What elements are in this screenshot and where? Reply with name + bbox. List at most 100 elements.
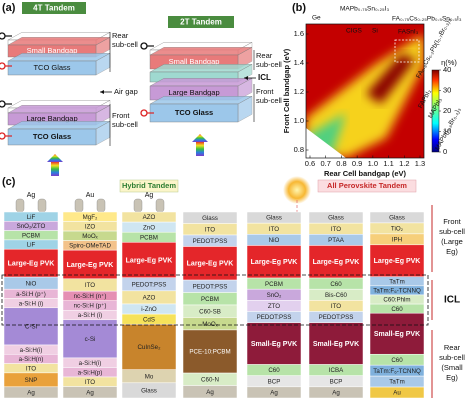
layer-label: Bis-C60 <box>325 292 348 299</box>
annotation: FA₀.₇₅Cs₀.₂₅Pb₀.₅Sn₀.₅I₃ <box>392 16 462 23</box>
layer-label: Au <box>393 390 401 397</box>
contact <box>0 62 6 70</box>
label: sub-cell <box>256 96 282 105</box>
layer-label: C60-SB <box>199 308 221 315</box>
layer-label: SNP <box>25 377 38 384</box>
annotation: CIGS <box>346 28 363 35</box>
icl-arrow-head <box>244 76 248 80</box>
annotation: Si <box>372 28 378 35</box>
x-tick-label: 0.6 <box>305 159 315 168</box>
colorbar-tick-label: 40 <box>443 65 451 74</box>
label: Air gap <box>114 87 138 96</box>
layer-label: a-Si:H(i) <box>79 360 102 367</box>
layer-label: BCP <box>330 378 343 385</box>
layer-label: TaTm <box>389 278 404 285</box>
layer-label: i-ZnO <box>141 306 157 313</box>
layer-label: ITO <box>205 226 215 233</box>
side-label: (Large <box>441 237 463 246</box>
colorbar-tick-label: 30 <box>443 85 451 94</box>
layer-label: Glass <box>141 388 157 395</box>
layer-label: C60:Phlm <box>383 297 410 304</box>
layer-label: PEDOT:PSS <box>193 238 228 245</box>
layer-label: MgF₂ <box>83 214 98 221</box>
label: sub-cell <box>256 60 282 69</box>
layer-label: PEDOT:PSS <box>319 314 354 321</box>
label: sub-cell <box>112 120 138 129</box>
layer-label: PCBM <box>140 234 158 241</box>
colorbar-tick-label: 10 <box>443 126 451 135</box>
layer-label: Large-Eg PVK <box>251 259 298 266</box>
layer-label: PEDOT:PSS <box>193 283 228 290</box>
layer <box>246 322 302 365</box>
layer-label: ITO <box>269 226 279 233</box>
sun <box>283 176 311 204</box>
layer-label: AZO <box>143 295 156 302</box>
layer-label: PCBM <box>201 296 219 303</box>
layer-label: ITO <box>331 226 341 233</box>
layer-label: PCE-10:PCBM <box>189 349 230 356</box>
label: Large Bandgap <box>168 88 219 97</box>
label: Front <box>256 87 274 96</box>
layer <box>3 248 59 278</box>
label: Small Bandgap <box>27 46 78 55</box>
layer-label: Ag <box>27 390 35 397</box>
layer-label: LiF <box>27 242 36 249</box>
panel-label: (b) <box>292 2 306 14</box>
label: Front <box>112 111 130 120</box>
layer-label: Glass <box>389 215 405 222</box>
layer-label: CuInSe₂ <box>137 344 161 351</box>
label: ICL <box>258 73 271 82</box>
title-bg <box>168 16 234 28</box>
layer-label: MoOₓ <box>202 321 218 328</box>
layer-label: Ag <box>86 389 94 396</box>
layer-label: ZTO <box>268 303 280 310</box>
layer-label: SnO₂ <box>267 292 282 299</box>
layer-label: ZnO <box>143 224 155 231</box>
title: 2T Tandem <box>180 18 222 27</box>
title-bg <box>22 2 86 14</box>
y-axis-label: Front Cell bandgap (eV) <box>282 48 291 133</box>
layer-label: Ag <box>332 390 340 397</box>
small-bandgap-layer-top <box>149 47 253 56</box>
layer-label: IZO <box>85 223 95 230</box>
layer <box>121 382 177 399</box>
layer-label: Mo <box>145 373 154 380</box>
layer-label: Small-Eg PVK <box>251 341 297 348</box>
layer-label: ICBA <box>329 367 344 374</box>
layer-label: IPH <box>392 236 402 243</box>
x-tick-label: 1.1 <box>383 159 393 168</box>
top-contact <box>74 198 84 213</box>
layer <box>246 386 302 399</box>
label: sub-cell <box>112 40 138 49</box>
layer-label: nc-Si:H (p⁺) <box>74 303 107 310</box>
x-tick-label: 0.7 <box>320 159 330 168</box>
layer-label: Small-Eg PVK <box>313 341 359 348</box>
contact <box>140 42 148 50</box>
layer <box>246 245 302 279</box>
icl-layer-top <box>149 64 253 73</box>
top-contact <box>96 198 106 213</box>
layer-label: SnO₂/ZTO <box>17 223 46 230</box>
layer-label: C60 <box>268 367 280 374</box>
large-bandgap-layer-top <box>7 105 111 114</box>
layer-label: PTAA <box>328 237 345 244</box>
y-tick-label: 1.2 <box>294 87 304 96</box>
x-tick-label: 0.9 <box>352 159 362 168</box>
contact <box>0 132 6 140</box>
tco-glass-top <box>7 53 111 62</box>
colorbar-tick-label: 0 <box>443 147 447 156</box>
side-label: sub-cell <box>439 353 465 362</box>
layer-label: a-Si:H(n) <box>19 356 44 363</box>
contact-label: Au <box>86 192 95 199</box>
layer-label: Large-Eg PVK <box>187 261 234 268</box>
layer-label: ITO <box>85 379 95 386</box>
label: TCO Glass <box>33 63 70 72</box>
layer-label: Large-Eg PVK <box>313 259 360 266</box>
layer-label: C60 <box>330 281 342 288</box>
top-contact <box>15 198 25 213</box>
layer-label: PEDOT:PSS <box>257 314 292 321</box>
label: Large Bandgap <box>26 114 77 123</box>
label: TCO Glass <box>175 108 213 117</box>
heatmap <box>306 34 424 158</box>
layer-label: Spiro-OMeTAD <box>69 243 111 250</box>
